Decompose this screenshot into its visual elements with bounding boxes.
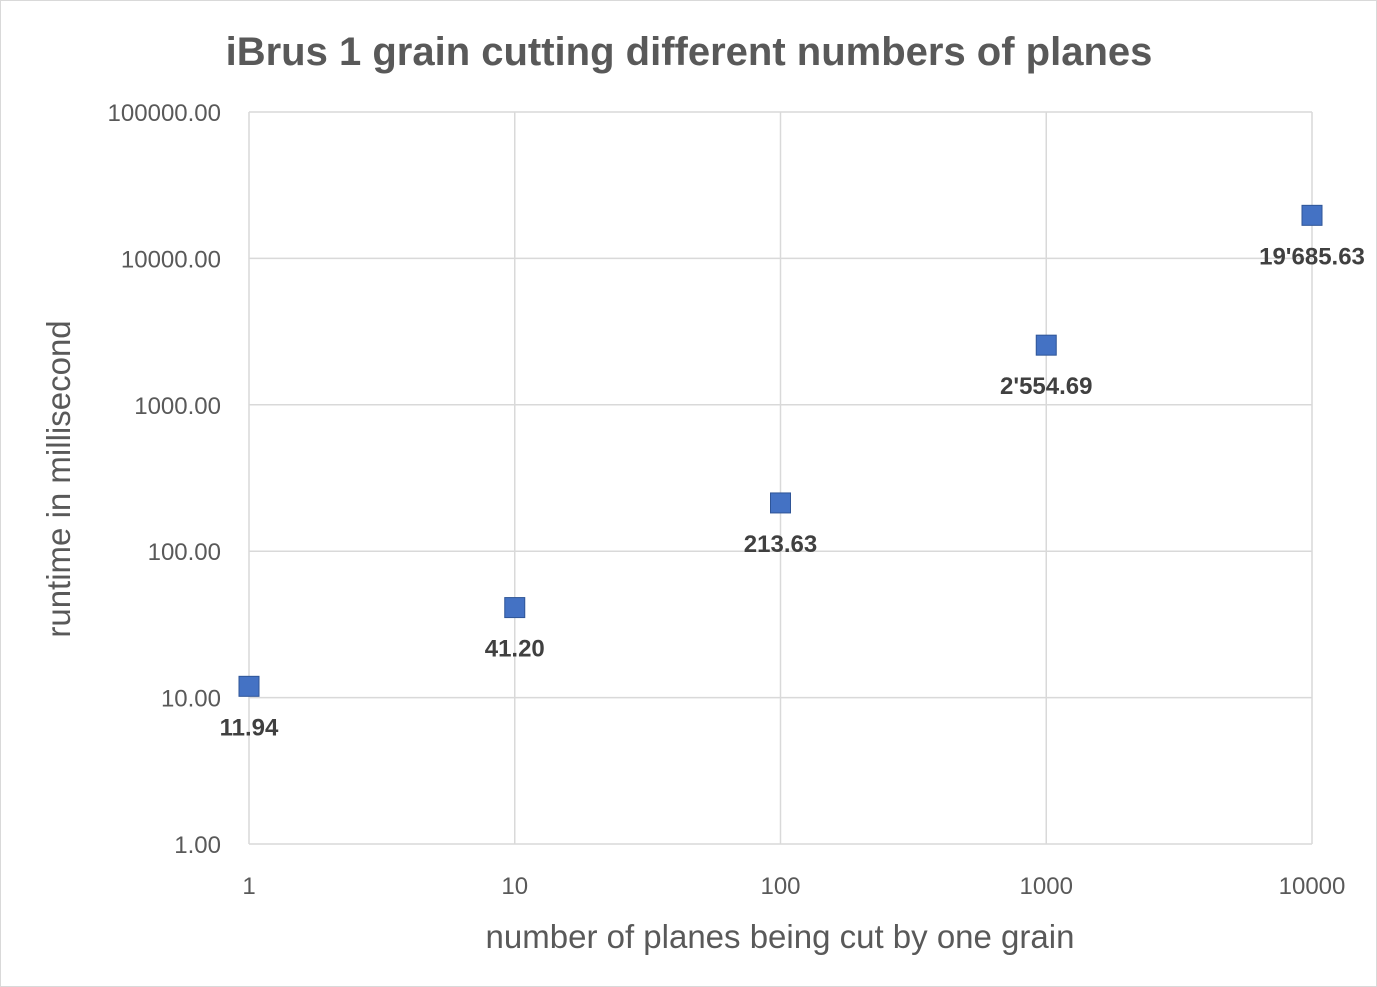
y-tick-label: 100.00 <box>148 539 221 566</box>
y-tick-label: 100000.00 <box>108 100 221 127</box>
y-tick-label: 10000.00 <box>121 246 221 273</box>
data-labels: 11.94 41.20 213.63 2'554.69 19'685.63 <box>220 243 1365 741</box>
data-point <box>1301 204 1323 226</box>
chart-title: iBrus 1 grain cutting different numbers … <box>226 30 1153 74</box>
y-axis-title: runtime in millisecond <box>40 320 77 637</box>
axis-ticks: 1.00 10.00 100.00 1000.00 10000.00 100000.00 1… <box>108 100 1346 900</box>
x-tick-label: 10000 <box>1279 873 1346 900</box>
x-tick-label: 10 <box>501 873 528 900</box>
data-label: 213.63 <box>744 531 817 558</box>
x-tick-label: 1 <box>242 873 255 900</box>
data-label: 11.94 <box>220 714 279 741</box>
data-point <box>1035 334 1057 356</box>
data-label: 19'685.63 <box>1259 243 1365 270</box>
data-label: 2'554.69 <box>1000 373 1092 400</box>
data-point <box>238 675 260 697</box>
x-tick-label: 100 <box>760 873 800 900</box>
data-point <box>504 597 526 619</box>
data-label: 41.20 <box>485 636 545 663</box>
y-tick-label: 1000.00 <box>134 393 221 420</box>
data-point <box>770 492 791 514</box>
grid <box>248 111 1313 845</box>
data-points <box>238 204 1323 697</box>
x-tick-label: 1000 <box>1020 873 1073 900</box>
y-tick-label: 10.00 <box>161 686 221 713</box>
y-tick-label: 1.00 <box>174 832 221 859</box>
x-axis-title: number of planes being cut by one grain <box>486 918 1075 955</box>
